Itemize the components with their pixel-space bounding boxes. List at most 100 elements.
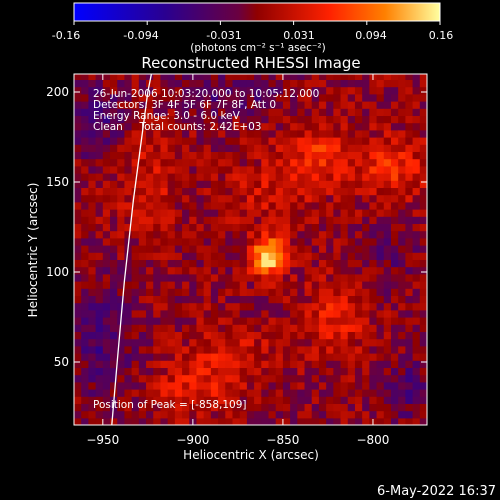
heatmap-cell xyxy=(412,151,421,160)
heatmap-cell xyxy=(318,403,327,412)
heatmap-cell xyxy=(210,201,219,210)
heatmap-cell xyxy=(354,331,363,340)
heatmap-cell xyxy=(218,101,226,109)
heatmap-cell xyxy=(196,367,205,376)
heatmap-cell xyxy=(102,86,111,95)
solar-limb-curve xyxy=(111,74,153,425)
heatmap-cell xyxy=(419,216,427,224)
heatmap-cell xyxy=(282,353,291,361)
heatmap-cell xyxy=(304,180,313,188)
heatmap-cell xyxy=(196,201,205,210)
heatmap-cell xyxy=(254,137,262,145)
heatmap-cell xyxy=(318,122,327,131)
heatmap-cell xyxy=(110,79,118,88)
heatmap-cell xyxy=(88,101,97,109)
heatmap-cell xyxy=(261,137,270,145)
heatmap-cell xyxy=(261,417,270,425)
heatmap-cell xyxy=(225,266,234,275)
heatmap-cell xyxy=(88,396,97,404)
heatmap-cell xyxy=(153,79,162,88)
heatmap-cell xyxy=(110,273,118,282)
heatmap-cell xyxy=(254,288,262,296)
heatmap-cell xyxy=(369,86,378,95)
heatmap-cell xyxy=(405,151,414,160)
heatmap-cell xyxy=(117,137,126,145)
heatmap-cell xyxy=(110,252,118,260)
heatmap-cell xyxy=(405,237,414,246)
heatmap-cell xyxy=(246,374,255,383)
heatmap-cell xyxy=(254,302,262,311)
heatmap-cell xyxy=(182,331,190,340)
heatmap-cell xyxy=(153,74,162,80)
heatmap-cell xyxy=(167,209,176,217)
heatmap-cell xyxy=(239,74,248,80)
heatmap-cell xyxy=(239,144,248,152)
heatmap-cell xyxy=(81,381,90,390)
heatmap-cell xyxy=(405,309,414,318)
heatmap-cell xyxy=(398,353,406,361)
heatmap-cell xyxy=(398,115,406,124)
heatmap-cell xyxy=(174,209,183,217)
heatmap-cell xyxy=(196,223,205,232)
heatmap-cell xyxy=(297,381,306,390)
heatmap-cell xyxy=(376,108,385,116)
heatmap-cell xyxy=(376,86,385,95)
heatmap-cell xyxy=(174,223,183,232)
heatmap-cell xyxy=(232,129,241,138)
heatmap-cell xyxy=(311,245,320,253)
heatmap-cell xyxy=(275,144,284,152)
heatmap-cell xyxy=(354,345,363,354)
heatmap-cell xyxy=(74,79,82,88)
heatmap-cell xyxy=(210,360,219,368)
heatmap-cell xyxy=(362,216,370,224)
heatmap-cell xyxy=(390,259,399,268)
heatmap-cell xyxy=(304,252,313,260)
heatmap-cell xyxy=(138,367,147,376)
heatmap-cell xyxy=(138,338,147,347)
heatmap-cell xyxy=(182,129,190,138)
heatmap-cell xyxy=(282,331,291,340)
heatmap-cell xyxy=(81,201,90,210)
heatmap-cell xyxy=(95,115,104,124)
heatmap-cell xyxy=(383,345,392,354)
heatmap-cell xyxy=(347,173,356,181)
heatmap-cell xyxy=(282,180,291,188)
heatmap-cell xyxy=(254,201,262,210)
heatmap-cell xyxy=(390,324,399,332)
heatmap-cell xyxy=(369,309,378,318)
heatmap-cell xyxy=(117,374,126,383)
heatmap-cell xyxy=(282,302,291,311)
heatmap-cell xyxy=(318,144,327,152)
heatmap-cell xyxy=(74,158,82,167)
heatmap-cell xyxy=(383,317,392,325)
heatmap-cell xyxy=(275,403,284,412)
heatmap-cell xyxy=(196,389,205,397)
heatmap-cell xyxy=(290,115,298,124)
heatmap-cell xyxy=(369,144,378,152)
heatmap-cell xyxy=(268,108,277,116)
heatmap-cell xyxy=(290,331,298,340)
heatmap-cell xyxy=(268,230,277,239)
heatmap-cell xyxy=(398,367,406,376)
heatmap-cell xyxy=(117,381,126,390)
heatmap-cell xyxy=(95,338,104,347)
heatmap-cell xyxy=(290,194,298,203)
heatmap-cell xyxy=(218,345,226,354)
heatmap-cell xyxy=(326,245,334,253)
heatmap-cell xyxy=(124,381,133,390)
heatmap-cell xyxy=(311,389,320,397)
heatmap-cell xyxy=(383,230,392,239)
heatmap-cell xyxy=(268,129,277,138)
heatmap-cell xyxy=(412,216,421,224)
heatmap-cell xyxy=(318,374,327,383)
heatmap-cell xyxy=(282,129,291,138)
heatmap-cell xyxy=(95,266,104,275)
heatmap-cell xyxy=(326,209,334,217)
heatmap-cell xyxy=(282,360,291,368)
heatmap-cell xyxy=(189,353,198,361)
heatmap-cell xyxy=(117,367,126,376)
heatmap-cell xyxy=(146,302,154,311)
heatmap-cell xyxy=(146,201,154,210)
heatmap-cell xyxy=(311,410,320,419)
heatmap-cell xyxy=(102,410,111,419)
